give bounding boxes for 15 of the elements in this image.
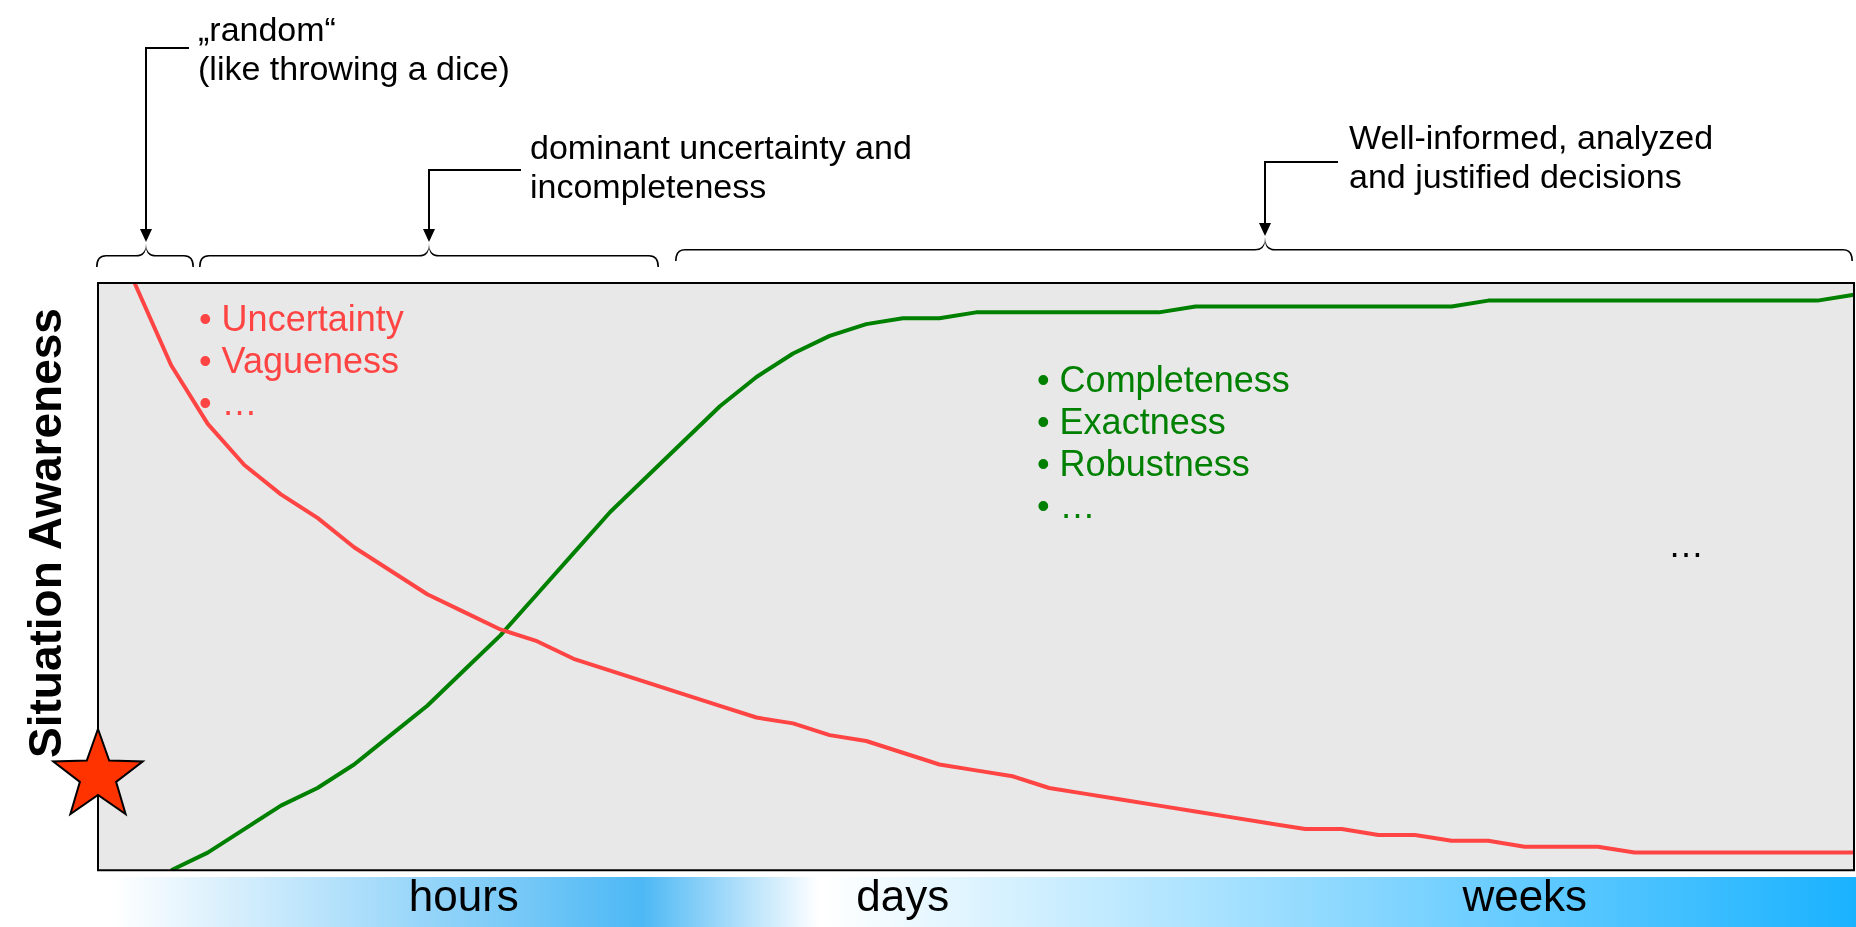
annotation: • Completeness bbox=[1037, 359, 1290, 401]
x-tick-label: hours bbox=[408, 870, 519, 920]
text: Well-informed, analyzed and justified decisions bbox=[1349, 118, 1714, 196]
annotation: … bbox=[1668, 524, 1704, 565]
x-tick-label: days bbox=[856, 870, 950, 920]
annotation: • … bbox=[199, 382, 259, 424]
annotation: • Uncertainty bbox=[199, 298, 404, 340]
text: dominant uncertainty and incompleteness bbox=[530, 128, 912, 206]
annotation: • … bbox=[1037, 485, 1097, 527]
y-axis-title: Situation Awareness bbox=[18, 308, 72, 758]
annotation: • Exactness bbox=[1037, 401, 1227, 443]
text: „random“ (like throwing a dice) bbox=[198, 10, 510, 88]
annotation: • Robustness bbox=[1037, 443, 1251, 485]
annotation: • Vagueness bbox=[199, 340, 401, 382]
x-tick-label: weeks bbox=[1461, 870, 1588, 920]
